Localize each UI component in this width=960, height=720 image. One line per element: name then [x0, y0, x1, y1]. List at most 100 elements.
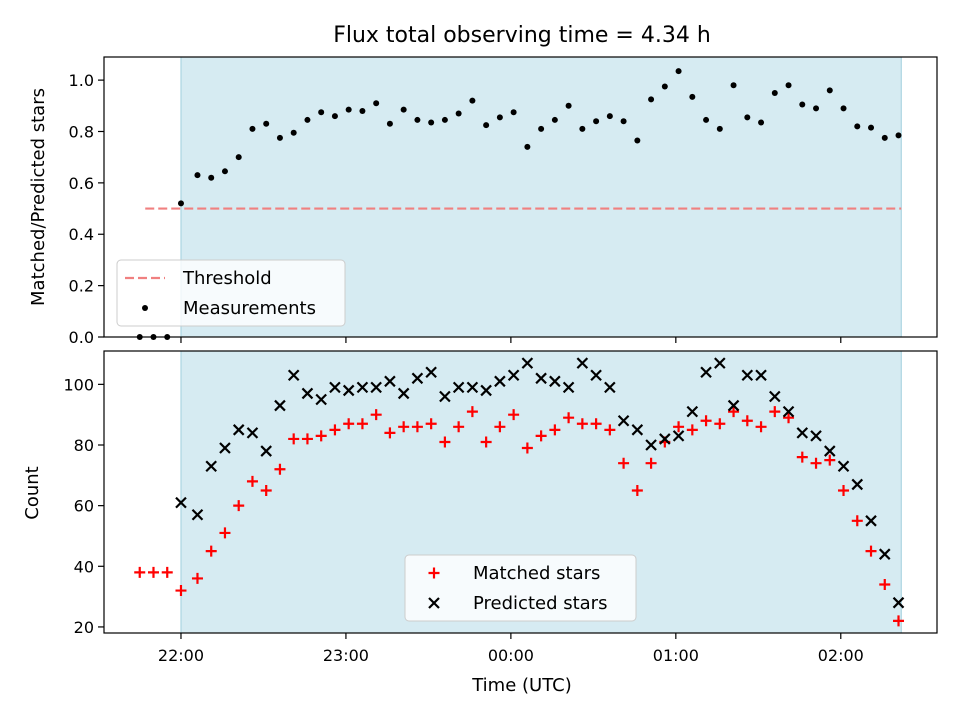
predicted-star-point	[727, 399, 740, 412]
legend-measurements-swatch	[142, 305, 148, 311]
measurement-point	[689, 93, 696, 100]
predicted-star-point	[494, 375, 506, 388]
measurement-point	[758, 119, 765, 126]
x-tick-label: 02:00	[818, 646, 864, 665]
x-tick-label: 22:00	[158, 646, 204, 665]
matched-star-point	[494, 421, 506, 433]
matched-star-point	[865, 545, 877, 557]
measurement-point	[881, 134, 888, 141]
matched-star-point	[741, 415, 753, 427]
matched-star-point	[246, 475, 258, 487]
y-tick-label: 40	[74, 557, 94, 576]
matched-star-point	[466, 406, 478, 418]
measurement-point	[675, 68, 682, 75]
measurement-point	[703, 116, 710, 123]
measurement-point	[400, 106, 407, 113]
predicted-star-point	[714, 357, 726, 369]
predicted-star-point	[315, 393, 327, 406]
measurement-point	[826, 87, 833, 94]
predicted-star-point	[246, 427, 259, 439]
matched-star-point	[356, 418, 368, 430]
predicted-star-point	[191, 508, 204, 521]
matched-star-point	[700, 415, 712, 427]
predicted-star-point	[356, 381, 369, 394]
measurement-point	[620, 118, 627, 125]
predicted-star-point	[755, 369, 767, 382]
legend-matched-swatch	[428, 567, 440, 579]
matched-star-point	[755, 421, 767, 433]
measurement-point	[744, 114, 751, 121]
y-tick-label: 0.6	[69, 174, 94, 193]
predicted-star-point	[878, 548, 891, 560]
measurement-point	[634, 137, 641, 144]
matched-star-point	[161, 566, 173, 578]
measurement-point	[428, 119, 435, 126]
measurement-point	[177, 200, 184, 207]
predicted-star-point	[329, 381, 341, 394]
matched-star-point	[134, 566, 146, 578]
y-tick-label: 0.2	[69, 277, 94, 296]
predicted-star-point	[837, 460, 850, 473]
measurement-point	[771, 89, 778, 96]
matched-star-point	[631, 484, 643, 496]
matched-star-point	[824, 454, 836, 466]
predicted-star-point	[411, 372, 424, 385]
matched-star-point	[714, 418, 726, 430]
legend-predicted-swatch	[428, 597, 440, 609]
predicted-star-point	[439, 390, 451, 403]
predicted-star-point	[741, 369, 754, 382]
matched-star-point	[576, 418, 588, 430]
legend-label-threshold: Threshold	[182, 268, 272, 289]
y-tick-label: 60	[74, 497, 94, 516]
matched-star-point	[618, 457, 630, 469]
measurement-point	[276, 134, 283, 141]
predicted-star-point	[205, 460, 217, 473]
matched-star-point	[315, 430, 327, 442]
predicted-star-point	[480, 384, 492, 397]
x-tick-label: 01:00	[653, 646, 699, 665]
predicted-star-point	[865, 515, 877, 527]
matched-star-point	[796, 451, 808, 463]
measurement-point	[263, 120, 270, 127]
predicted-star-point	[397, 387, 410, 400]
measurement-point	[441, 116, 448, 123]
y-tick-label: 1.0	[69, 71, 94, 90]
predicted-star-point	[425, 366, 437, 379]
measurement-point	[716, 125, 723, 132]
matched-star-point	[604, 424, 616, 436]
measurement-point	[345, 106, 352, 113]
predicted-star-point	[782, 405, 795, 418]
matched-star-point	[453, 421, 465, 433]
predicted-star-point	[521, 357, 534, 369]
predicted-star-point	[659, 433, 671, 445]
matched-star-point	[288, 433, 300, 445]
measurement-point	[551, 116, 558, 123]
measurement-point	[538, 125, 545, 132]
predicted-star-point	[892, 596, 905, 609]
measurement-point	[799, 101, 806, 108]
predicted-star-point	[507, 369, 520, 382]
measurement-point	[414, 116, 421, 123]
measurement-point	[840, 105, 847, 112]
measurement-point	[785, 82, 792, 89]
y-tick-label: 80	[74, 436, 94, 455]
matched-star-point	[329, 424, 341, 436]
measurement-point	[510, 109, 517, 116]
measurement-point	[386, 120, 393, 127]
measurement-point	[593, 118, 600, 125]
legend-label-matched: Matched stars	[473, 563, 600, 584]
matched-star-point	[274, 463, 286, 475]
matched-star-point	[219, 527, 231, 539]
matched-star-point	[521, 442, 533, 454]
bottom-panel: 20 40 60 80 100 22:00 23:00 00:00 01:00 02:00 Matc…	[63, 350, 938, 665]
matched-star-point	[535, 430, 547, 442]
measurement-point	[565, 102, 572, 109]
measurement-point	[496, 114, 503, 121]
matched-star-point	[508, 409, 520, 421]
predicted-star-point	[452, 381, 465, 394]
x-axis-label: Time (UTC)	[471, 675, 572, 696]
predicted-star-point	[342, 384, 355, 397]
predicted-star-point	[824, 445, 836, 457]
measurement-point	[606, 113, 613, 120]
